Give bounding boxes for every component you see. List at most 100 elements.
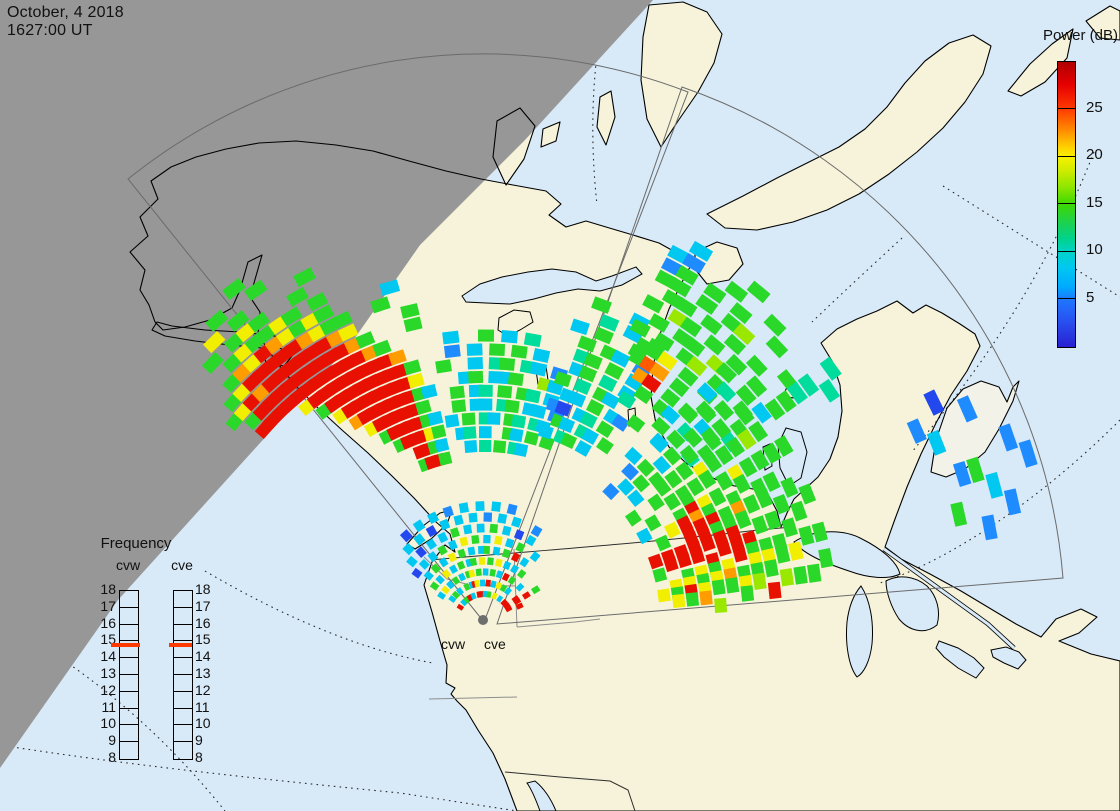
echo-cell — [451, 576, 461, 585]
echo-cell — [478, 557, 486, 565]
echo-cell — [688, 240, 714, 262]
echo-cell — [560, 432, 578, 449]
echo-cell — [478, 590, 484, 598]
echo-cell — [729, 302, 753, 325]
echo-cell — [668, 277, 692, 298]
power-colorbar — [1057, 61, 1076, 348]
echo-cell — [981, 514, 998, 541]
echo-cell — [573, 378, 592, 395]
echo-cell — [649, 432, 669, 452]
echo-cell — [442, 330, 460, 345]
frequency-scale-number-right: 18 — [195, 581, 211, 597]
echo-cell — [647, 493, 665, 512]
fov-cve — [496, 86, 1064, 625]
echo-cell — [774, 544, 791, 564]
echo-cell — [438, 557, 449, 568]
echo-cell — [464, 440, 478, 453]
echo-cell — [714, 445, 734, 466]
echo-cell — [306, 291, 329, 312]
echo-cell — [610, 349, 631, 368]
echo-cell — [530, 403, 547, 420]
echo-cell — [703, 334, 726, 356]
echo-cell — [616, 390, 637, 410]
echo-cell — [732, 473, 751, 494]
echo-cell — [798, 525, 815, 546]
echo-cell — [663, 492, 681, 511]
frequency-bar-cell — [174, 742, 192, 759]
echo-cell — [679, 316, 703, 338]
echo-cell — [470, 592, 477, 600]
echo-cell — [713, 399, 735, 421]
echo-cell — [427, 410, 444, 426]
graticule-meridian — [911, 151, 1095, 453]
echo-cell — [636, 527, 653, 545]
echo-cell — [735, 384, 757, 407]
frequency-bar-cell — [120, 608, 138, 625]
echo-cell — [413, 533, 426, 546]
echo-cell — [686, 477, 705, 497]
echo-cell — [487, 557, 494, 566]
echo-cell — [476, 523, 485, 533]
echo-cell — [437, 451, 453, 466]
date-label: October, 4 2018 — [7, 4, 124, 21]
echo-cell — [523, 332, 542, 348]
echo-cell — [502, 560, 512, 570]
echo-cell — [752, 572, 767, 590]
echo-cell — [406, 555, 418, 568]
echo-cell — [622, 324, 644, 344]
echo-cell — [818, 548, 834, 569]
echo-cell — [644, 514, 662, 532]
echo-cell — [695, 400, 716, 421]
echo-cell — [732, 323, 756, 346]
echo-cell — [515, 602, 524, 610]
echo-cell — [497, 513, 508, 524]
echo-cell — [797, 373, 820, 397]
echo-cell — [516, 569, 527, 579]
echo-cell — [402, 542, 415, 556]
fov-layer — [127, 53, 1064, 625]
power-legend: Power (dB) 25 20 15 10 5 — [1010, 27, 1120, 358]
echo-cell — [415, 399, 432, 415]
echo-cell — [672, 593, 686, 609]
frequency-scale-number-left: 9 — [108, 732, 116, 749]
echo-cell — [501, 525, 512, 536]
echo-cell — [500, 598, 508, 607]
frequency-scale-number-right: 14 — [195, 648, 211, 665]
echo-cell — [764, 510, 782, 531]
echo-cell — [653, 478, 672, 497]
echo-cell — [679, 444, 699, 465]
echo-cell — [418, 558, 430, 570]
echo-cell — [515, 542, 526, 553]
echo-cell — [699, 534, 716, 552]
echo-cell — [554, 400, 572, 417]
echo-cell — [767, 581, 782, 600]
echo-cell — [764, 398, 786, 421]
echo-cell — [626, 414, 646, 433]
echo-cell — [441, 569, 452, 579]
timestamp-block: October, 4 2018 1627:00 UT — [7, 4, 124, 40]
echo-cell — [686, 355, 708, 377]
echo-cell — [448, 539, 458, 551]
frequency-bar-cve — [173, 590, 193, 760]
echo-cell — [765, 335, 789, 359]
frequency-scale-number-left: 13 — [100, 665, 116, 681]
power-colorbar-divider — [1057, 250, 1076, 252]
echo-cell — [459, 536, 469, 547]
echo-cell — [478, 398, 493, 411]
echo-cell — [652, 567, 668, 583]
power-colorbar-divider — [1057, 155, 1076, 157]
echo-cell — [703, 453, 723, 473]
echo-cell — [478, 384, 493, 397]
echo-cell — [434, 437, 450, 453]
echo-cell — [695, 293, 719, 315]
lake-ontario — [990, 646, 1027, 670]
frequency-bar-cell — [120, 675, 138, 692]
echo-cell — [664, 469, 683, 489]
echo-cell — [806, 563, 822, 583]
echo-cell — [664, 521, 681, 539]
echo-cell — [244, 279, 268, 302]
echo-cell — [478, 426, 492, 439]
echo-cell — [471, 535, 480, 545]
echo-cell — [441, 585, 451, 595]
echo-cell — [1018, 439, 1038, 468]
